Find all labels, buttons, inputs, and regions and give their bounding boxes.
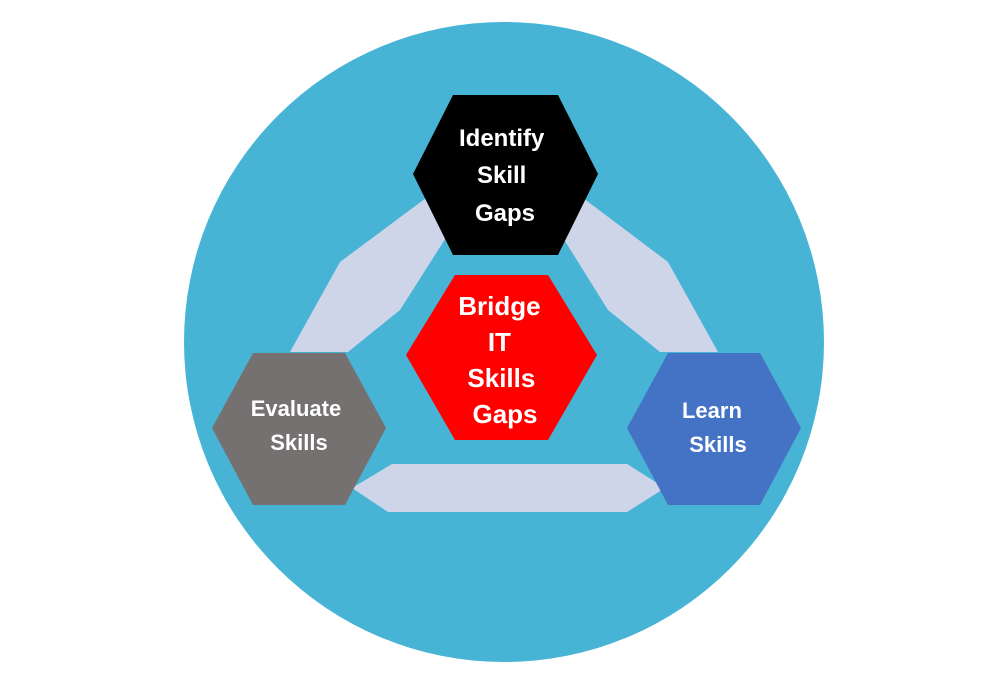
node-bridge-it-skills-gaps: Bridge IT Skills Gaps xyxy=(406,275,597,440)
svg-text:Bridge IT Skills: Bridge IT Skills Gaps xyxy=(458,291,548,429)
center-label-line-4: Gaps xyxy=(472,399,537,429)
svg-text:Identify Skill Gap: Identify Skill Gaps xyxy=(459,125,551,227)
evaluate-label-line-1: Evaluate xyxy=(251,396,342,421)
identify-label-line-2: Skill xyxy=(477,162,526,189)
identify-hexagon xyxy=(413,95,598,255)
center-label-line-2: IT xyxy=(488,327,511,357)
node-learn-skills: Learn Skills xyxy=(627,353,801,505)
connector-bottom xyxy=(352,464,665,512)
node-identify-skill-gaps: Identify Skill Gaps xyxy=(413,95,598,255)
connector-right xyxy=(555,198,718,352)
learn-label-line-1: Learn xyxy=(682,398,742,423)
learn-hexagon xyxy=(627,353,801,505)
node-evaluate-skills: Evaluate Skills xyxy=(212,353,386,505)
svg-text:Evaluate Skills: Evaluate Skills xyxy=(251,396,348,455)
svg-text:Learn Skills: Learn Skills xyxy=(682,398,748,457)
identify-label-line-1: Identify xyxy=(459,125,545,152)
evaluate-label-line-2: Skills xyxy=(270,430,327,455)
learn-label-line-2: Skills xyxy=(689,432,746,457)
connector-left xyxy=(290,198,454,352)
identify-label-line-3: Gaps xyxy=(475,200,535,227)
center-label-line-3: Skills xyxy=(467,363,535,393)
center-label-line-1: Bridge xyxy=(458,291,540,321)
evaluate-hexagon xyxy=(212,353,386,505)
center-hexagon xyxy=(406,275,597,440)
